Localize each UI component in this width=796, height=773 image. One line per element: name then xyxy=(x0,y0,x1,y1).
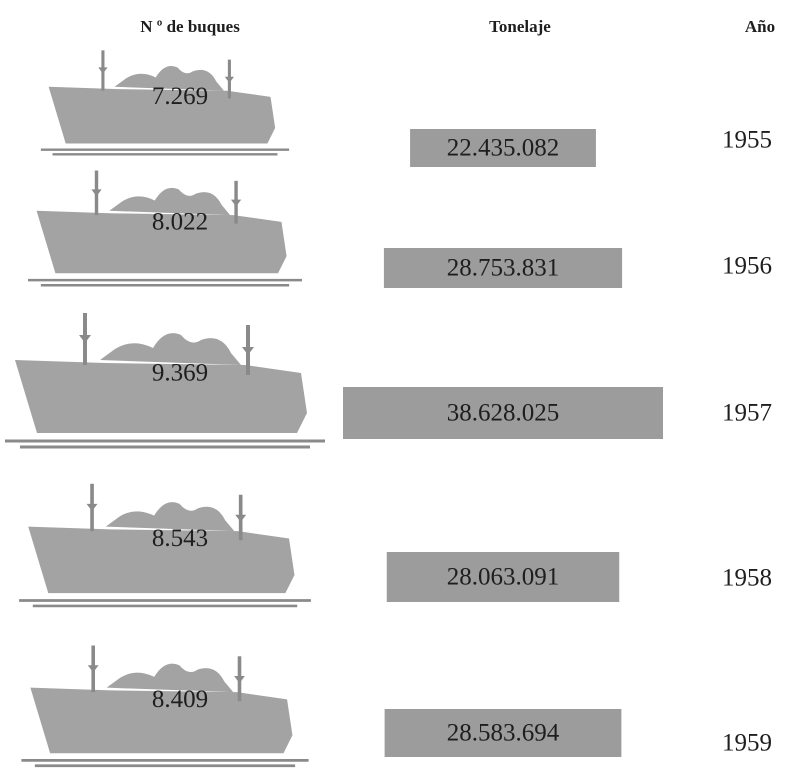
ship xyxy=(21,645,309,768)
ship-superstructure xyxy=(109,187,231,216)
ship-count-label: 9.369 xyxy=(152,360,208,387)
ship-hull xyxy=(28,526,295,594)
ship-mast-top xyxy=(242,347,254,355)
ship-count-label: 8.543 xyxy=(152,525,208,552)
ship-mast-top xyxy=(235,514,247,523)
tonnage-bar xyxy=(343,387,663,439)
ship xyxy=(40,50,290,156)
ship-mast-top xyxy=(234,676,245,684)
ship-mast-top xyxy=(98,67,108,74)
year-header: Año xyxy=(745,17,775,36)
tonnage-label: 28.063.091 xyxy=(447,564,560,591)
tonnage-label: 28.753.831 xyxy=(447,255,560,282)
year-label: 1959 xyxy=(722,730,772,757)
ship-mast-top xyxy=(224,76,235,83)
ships-header: N º de buques xyxy=(140,17,240,36)
tonnage-label: 28.583.694 xyxy=(447,720,560,747)
ship-mast-top xyxy=(91,189,102,197)
ship-mast-top xyxy=(87,665,99,673)
ship xyxy=(28,170,302,287)
ship-hull xyxy=(48,86,276,144)
year-label: 1957 xyxy=(722,400,772,427)
ship-hull xyxy=(15,360,307,433)
ship-superstructure xyxy=(105,502,235,532)
tonnage-label: 22.435.082 xyxy=(447,135,560,162)
tonnage-bar xyxy=(410,129,596,167)
ship-superstructure xyxy=(114,66,224,91)
ship-mast-top xyxy=(86,503,98,512)
year-label: 1956 xyxy=(722,253,772,280)
year-label: 1958 xyxy=(722,565,772,592)
ship-hull xyxy=(36,210,287,274)
year-label: 1955 xyxy=(722,127,772,154)
tonnage-label: 38.628.025 xyxy=(447,400,560,427)
ship-superstructure xyxy=(100,333,241,365)
ship-count-label: 7.269 xyxy=(152,83,208,110)
ship-superstructure xyxy=(106,663,234,693)
ship-count-label: 8.409 xyxy=(152,686,208,713)
tonnage-header: Tonelaje xyxy=(489,17,551,36)
ship-mast-top xyxy=(230,199,242,207)
ship xyxy=(5,313,325,449)
ship xyxy=(19,483,311,608)
tonnage-bar xyxy=(383,248,623,288)
tonnage-bar xyxy=(384,709,622,757)
ship-hull xyxy=(30,687,293,754)
tonnage-bar xyxy=(386,552,620,602)
ship-mast-top xyxy=(79,335,91,343)
ship-count-label: 8.022 xyxy=(152,208,208,235)
